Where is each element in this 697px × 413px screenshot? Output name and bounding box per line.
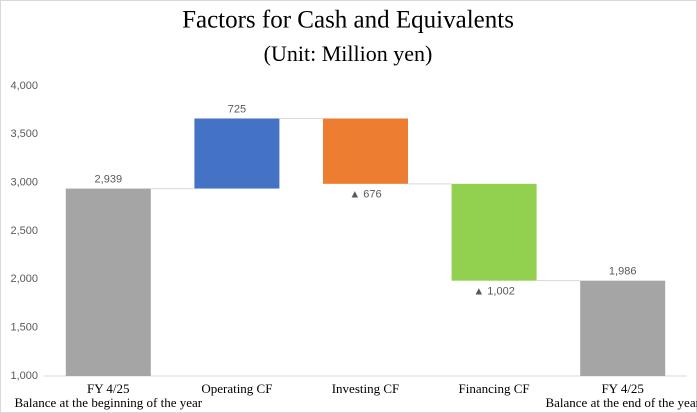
bar [65, 188, 151, 376]
data-label: 725 [228, 103, 246, 115]
bar [451, 183, 537, 281]
y-tick-label: 1,500 [10, 322, 38, 334]
data-label: 2,939 [95, 173, 123, 185]
y-tick-label: 3,000 [10, 177, 38, 189]
chart-title: Factors for Cash and Equivalents [182, 7, 514, 34]
x-tick-label: Operating CF [201, 381, 272, 396]
y-tick-label: 2,500 [10, 225, 38, 237]
chart-subtitle: (Unit: Million yen) [264, 41, 433, 66]
bar [194, 118, 280, 189]
x-tick-label: Balance at the end of the year [545, 395, 697, 410]
x-tick-label: Investing CF [332, 381, 400, 396]
x-tick-label: Financing CF [459, 381, 530, 396]
y-tick-label: 4,000 [10, 80, 38, 92]
y-tick-label: 1,000 [10, 370, 38, 382]
data-label: ▲ 676 [349, 189, 381, 201]
x-tick-label: FY 4/25 [601, 381, 644, 396]
bar [323, 118, 408, 184]
bar [580, 280, 666, 376]
data-label: 1,986 [609, 266, 637, 278]
x-tick-label: Balance at the beginning of the year [14, 395, 202, 410]
y-tick-label: 3,500 [10, 128, 38, 140]
x-tick-label: FY 4/25 [87, 381, 130, 396]
data-label: ▲ 1,002 [473, 286, 514, 298]
y-tick-label: 2,000 [10, 273, 38, 285]
